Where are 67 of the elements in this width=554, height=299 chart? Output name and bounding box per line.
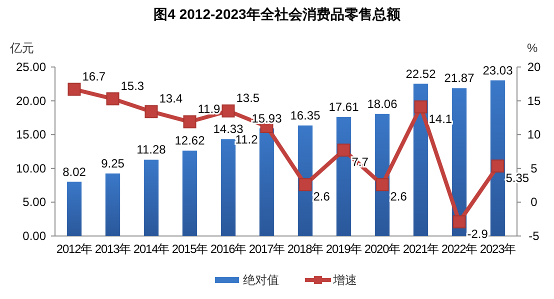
x-tick-label: 2015年 — [172, 242, 208, 256]
legend-label: 增速 — [332, 273, 357, 287]
bar — [66, 182, 82, 236]
bar — [182, 150, 198, 236]
x-tick-label: 2013年 — [94, 242, 132, 256]
y2-tick-label: 15 — [527, 94, 541, 108]
y2-axis-title: % — [527, 41, 538, 55]
data-label: 18.06 — [367, 96, 398, 111]
x-tick-label: 2016年 — [210, 242, 247, 256]
y-tick-label: 10.00 — [16, 161, 46, 176]
y2-tick-label: 0 — [530, 195, 538, 210]
y-tick-label: 5.00 — [22, 195, 46, 210]
point — [298, 178, 312, 192]
chart-title: 图4 2012-2023年全社会消费品零售总额 — [154, 6, 402, 22]
y2-tick-label: -5 — [528, 229, 540, 243]
data-label: 11.9 — [198, 102, 221, 116]
x-tick-label: 2019年 — [326, 242, 362, 256]
x-tick-label: 2018年 — [287, 242, 324, 256]
point — [491, 160, 504, 173]
x-tick-label: 2017年 — [248, 242, 286, 256]
y-axis-title: 亿元 — [9, 41, 34, 55]
y-tick-label: 25.00 — [16, 60, 46, 74]
data-label: 14.1 — [428, 112, 452, 126]
x-tick-label: 2022年 — [441, 242, 478, 256]
x-tick-label: 2021年 — [402, 242, 440, 256]
data-label: 15.3 — [120, 78, 144, 93]
point — [144, 105, 158, 118]
data-label: 17.61 — [328, 100, 360, 114]
data-label: 16.35 — [290, 108, 321, 122]
data-label: 8.02 — [62, 164, 86, 179]
data-label: 13.5 — [236, 90, 260, 105]
data-label: 21.87 — [444, 71, 475, 86]
data-label: 9.25 — [101, 156, 125, 170]
point — [183, 115, 196, 128]
y2-tick-label: 20 — [527, 60, 541, 74]
y2-tick-label: 10 — [527, 128, 541, 142]
y-tick-label: 0.00 — [22, 229, 46, 243]
bar — [220, 139, 236, 236]
data-label: 12.62 — [174, 134, 206, 148]
data-label: 5.35 — [506, 171, 530, 186]
data-label: 13.4 — [159, 92, 183, 106]
data-label: 22.52 — [406, 66, 436, 81]
bar — [490, 80, 506, 236]
point — [106, 92, 120, 106]
data-label: 16.7 — [82, 69, 106, 84]
x-tick-label: 2012年 — [56, 242, 93, 256]
point — [337, 144, 350, 157]
point — [452, 215, 466, 228]
x-tick-label: 2014年 — [133, 242, 170, 256]
legend-label: 绝对值 — [243, 273, 279, 287]
y2-tick-label: 5 — [530, 161, 538, 176]
data-label: 2.6 — [390, 190, 408, 204]
y-tick-label: 15.00 — [16, 128, 46, 142]
bar — [144, 160, 159, 236]
data-label: -2.9 — [467, 226, 488, 241]
x-tick-label: 2023年 — [480, 242, 516, 256]
data-label: 23.03 — [482, 63, 514, 78]
data-label: 2.6 — [313, 190, 330, 204]
data-label: 11.28 — [136, 142, 166, 157]
point — [222, 104, 235, 118]
bar — [105, 173, 120, 236]
y-tick-label: 20.00 — [16, 94, 46, 108]
point — [414, 100, 428, 114]
bar — [259, 128, 274, 236]
point — [68, 82, 81, 96]
x-tick-label: 2020年 — [364, 242, 401, 256]
point — [376, 178, 389, 192]
